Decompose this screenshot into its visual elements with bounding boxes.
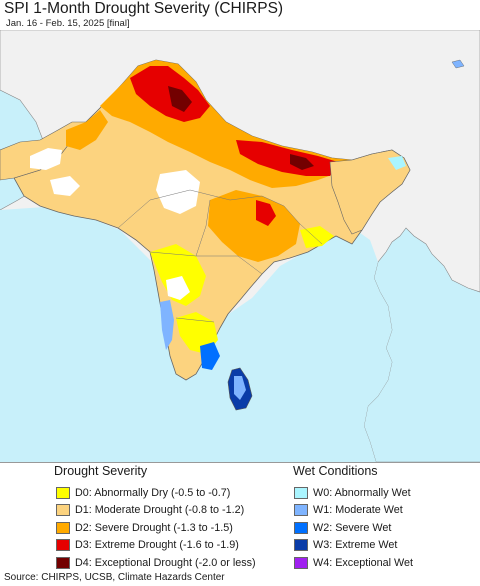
legend-item-w1: W1: Moderate Wet <box>294 502 413 520</box>
extreme-drought-up <box>256 200 276 226</box>
severe-drought-west <box>66 110 108 150</box>
legend-item-d1: D1: Moderate Drought (-0.8 to -1.2) <box>56 502 256 520</box>
exceptional-drought-nepal <box>290 154 314 170</box>
legend-label-d3: D3: Extreme Drought (-1.6 to -1.9) <box>75 539 239 552</box>
abnormally-dry-south <box>176 312 218 354</box>
tibet-lake <box>451 59 465 69</box>
drought-legend-title: Drought Severity <box>54 464 148 478</box>
legend-swatch-d4 <box>56 556 70 569</box>
severe-drought-central <box>208 190 300 262</box>
map-title: SPI 1-Month Drought Severity (CHIRPS) <box>4 0 284 17</box>
legend-item-w2: W2: Severe Wet <box>294 519 413 537</box>
legend-item-d4: D4: Exceptional Drought (-2.0 or less) <box>56 554 256 572</box>
legend-item-w3: W3: Extreme Wet <box>294 537 413 555</box>
normal-zone-sind <box>50 176 80 196</box>
legend-swatch-d2 <box>56 521 70 534</box>
legend-label-w1: W1: Moderate Wet <box>313 504 403 517</box>
legend-item-d3: D3: Extreme Drought (-1.6 to -1.9) <box>56 537 256 555</box>
legend-swatch-w2 <box>294 521 308 534</box>
normal-zone-west <box>30 148 62 170</box>
legend-swatch-d3 <box>56 539 70 552</box>
legend-label-w4: W4: Exceptional Wet <box>313 556 414 569</box>
legend-label-w0: W0: Abnormally Wet <box>313 486 411 499</box>
drought-map <box>0 30 480 463</box>
wet-zone-west-coast <box>160 300 174 350</box>
exceptional-drought-north <box>168 86 192 112</box>
wet-zone-normal-white <box>166 276 190 300</box>
legend-label-d4: D4: Exceptional Drought (-2.0 or less) <box>75 556 256 569</box>
legend-label-d0: D0: Abnormally Dry (-0.5 to -0.7) <box>75 486 231 499</box>
sri-lanka-moderate-wet <box>234 376 246 400</box>
northeast-region <box>329 149 411 235</box>
legend-label-w3: W3: Extreme Wet <box>313 539 398 552</box>
wet-legend-title: Wet Conditions <box>293 464 378 478</box>
wet-legend: W0: Abnormally Wet W1: Moderate Wet W2: … <box>294 484 413 572</box>
legend-swatch-d1 <box>56 504 70 517</box>
map-date-range: Jan. 16 - Feb. 15, 2025 [final] <box>6 18 130 29</box>
legend-swatch-w3 <box>294 539 308 552</box>
source-credit: Source: CHIRPS, UCSB, Climate Hazards Ce… <box>4 572 225 583</box>
legend-label-w2: W2: Severe Wet <box>313 521 392 534</box>
legend-swatch-w1 <box>294 504 308 517</box>
extreme-drought-nepal <box>236 140 338 176</box>
legend-label-d2: D2: Severe Drought (-1.3 to -1.5) <box>75 521 233 534</box>
legend-label-d1: D1: Moderate Drought (-0.8 to -1.2) <box>75 504 245 517</box>
legend-swatch-d0 <box>56 486 70 499</box>
legend-item-d0: D0: Abnormally Dry (-0.5 to -0.7) <box>56 484 256 502</box>
legend-item-w4: W4: Exceptional Wet <box>294 554 413 572</box>
legend-swatch-w0 <box>294 486 308 499</box>
drought-legend: D0: Abnormally Dry (-0.5 to -0.7) D1: Mo… <box>56 484 256 572</box>
legend-item-d2: D2: Severe Drought (-1.3 to -1.5) <box>56 519 256 537</box>
legend-item-w0: W0: Abnormally Wet <box>294 484 413 502</box>
wet-zone-ne-light <box>388 156 406 170</box>
wet-zone-tamil <box>200 342 220 370</box>
legend-swatch-w4 <box>294 556 308 569</box>
state-borders <box>117 189 323 323</box>
normal-zone-thar <box>156 170 200 214</box>
abnormally-dry-deccan <box>150 244 206 306</box>
map-canvas <box>0 30 480 462</box>
